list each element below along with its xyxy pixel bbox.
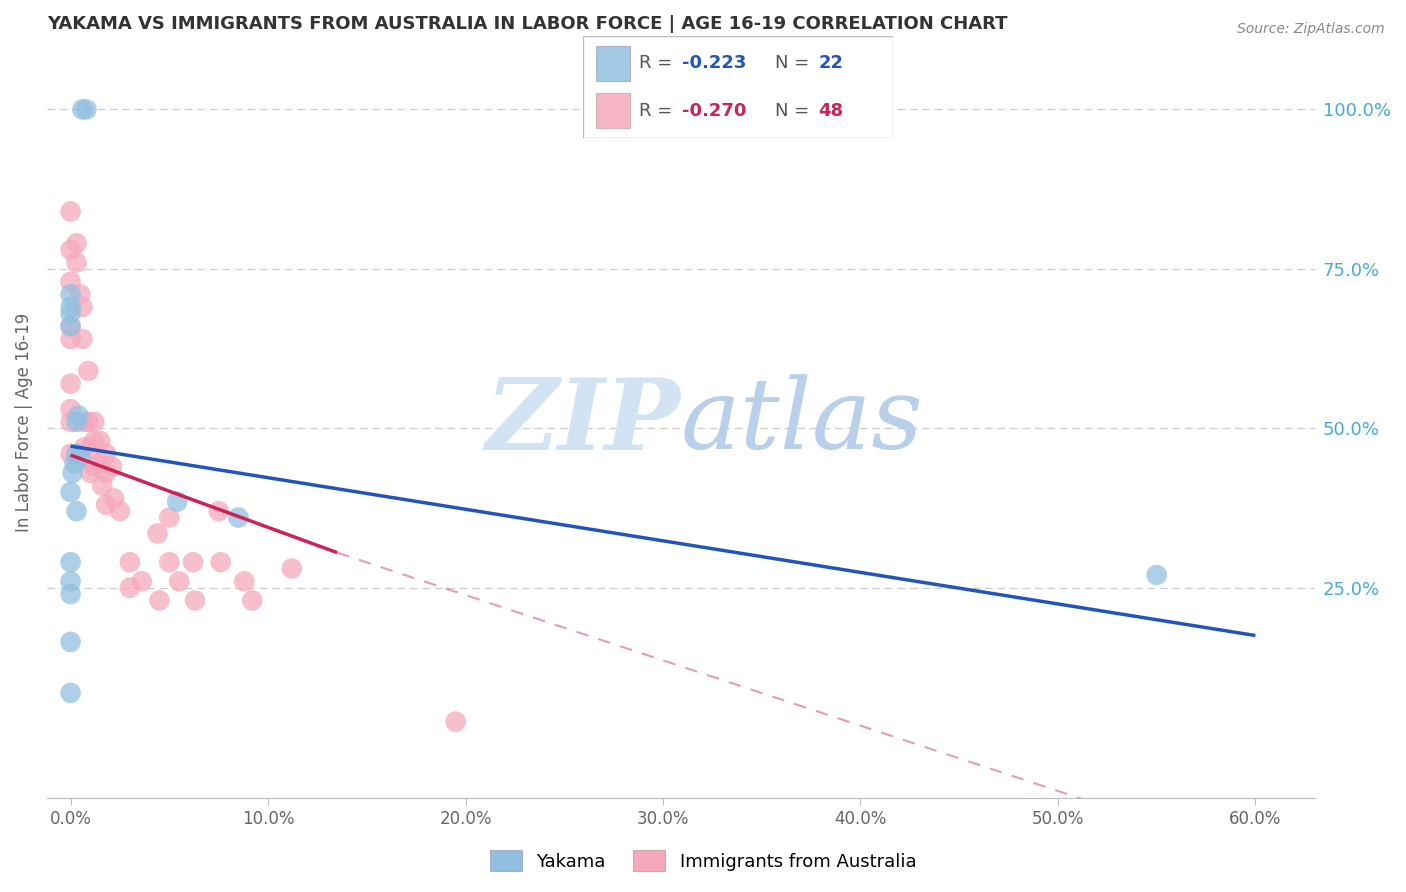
Text: -0.223: -0.223 <box>682 54 747 72</box>
Point <box>75 103 97 117</box>
Point <box>65 504 87 518</box>
Point <box>103 491 125 506</box>
Point <box>59 587 82 601</box>
Point <box>148 593 170 607</box>
Point <box>65 236 87 251</box>
Text: ZIP: ZIP <box>486 374 681 470</box>
Point <box>83 415 105 429</box>
Text: N =: N = <box>775 102 815 120</box>
Point <box>72 332 94 346</box>
Point <box>184 593 207 607</box>
FancyBboxPatch shape <box>596 93 630 128</box>
Point <box>59 686 82 700</box>
Point <box>65 447 87 461</box>
Point <box>1146 568 1168 582</box>
Point <box>59 306 82 320</box>
Point <box>69 450 91 464</box>
Text: Source: ZipAtlas.com: Source: ZipAtlas.com <box>1237 22 1385 37</box>
Text: YAKAMA VS IMMIGRANTS FROM AUSTRALIA IN LABOR FORCE | AGE 16-19 CORRELATION CHART: YAKAMA VS IMMIGRANTS FROM AUSTRALIA IN L… <box>46 15 1007 33</box>
Point <box>108 504 131 518</box>
Point <box>83 459 105 474</box>
Point <box>240 593 263 607</box>
Point <box>65 255 87 269</box>
Point <box>65 415 87 429</box>
Point <box>77 364 100 378</box>
Point <box>73 415 96 429</box>
Point <box>59 485 82 500</box>
Point <box>94 498 117 512</box>
Point <box>67 409 90 423</box>
Y-axis label: In Labor Force | Age 16-19: In Labor Force | Age 16-19 <box>15 312 32 532</box>
Point <box>69 287 91 301</box>
Point <box>157 555 180 569</box>
Point <box>77 415 100 429</box>
Point <box>79 441 101 455</box>
Point <box>83 434 105 448</box>
Point <box>59 204 82 219</box>
Point <box>59 635 82 649</box>
Point <box>59 319 82 334</box>
Point <box>146 526 169 541</box>
Text: 48: 48 <box>818 102 844 120</box>
Point <box>181 555 204 569</box>
Text: R =: R = <box>640 54 678 72</box>
Point <box>79 466 101 480</box>
Point <box>94 447 117 461</box>
Point <box>72 103 94 117</box>
Legend: Yakama, Immigrants from Australia: Yakama, Immigrants from Australia <box>482 843 924 879</box>
FancyBboxPatch shape <box>583 36 893 138</box>
Point <box>94 466 117 480</box>
Point <box>233 574 256 589</box>
Point <box>101 459 124 474</box>
Point <box>118 555 141 569</box>
Point <box>73 441 96 455</box>
Point <box>281 561 304 575</box>
Point <box>59 376 82 391</box>
Point <box>59 415 82 429</box>
Point <box>444 714 467 729</box>
Text: atlas: atlas <box>681 375 924 469</box>
Point <box>59 275 82 289</box>
Text: R =: R = <box>640 102 678 120</box>
Point <box>157 510 180 524</box>
Point <box>208 504 231 518</box>
Point <box>62 466 84 480</box>
Point <box>89 434 111 448</box>
Point <box>59 243 82 257</box>
Point <box>59 319 82 334</box>
Point <box>59 574 82 589</box>
Point <box>131 574 153 589</box>
Point <box>72 300 94 314</box>
Point <box>59 555 82 569</box>
Text: N =: N = <box>775 54 815 72</box>
Point <box>59 332 82 346</box>
Point <box>91 478 114 492</box>
Point <box>59 287 82 301</box>
Point <box>89 456 111 470</box>
Point <box>209 555 232 569</box>
Point <box>166 494 188 508</box>
Point <box>167 574 190 589</box>
Point <box>228 510 250 524</box>
Text: -0.270: -0.270 <box>682 102 747 120</box>
Point <box>63 456 86 470</box>
Point <box>59 300 82 314</box>
FancyBboxPatch shape <box>596 46 630 81</box>
Text: 22: 22 <box>818 54 844 72</box>
Point <box>59 447 82 461</box>
Point <box>118 581 141 595</box>
Point <box>59 402 82 417</box>
